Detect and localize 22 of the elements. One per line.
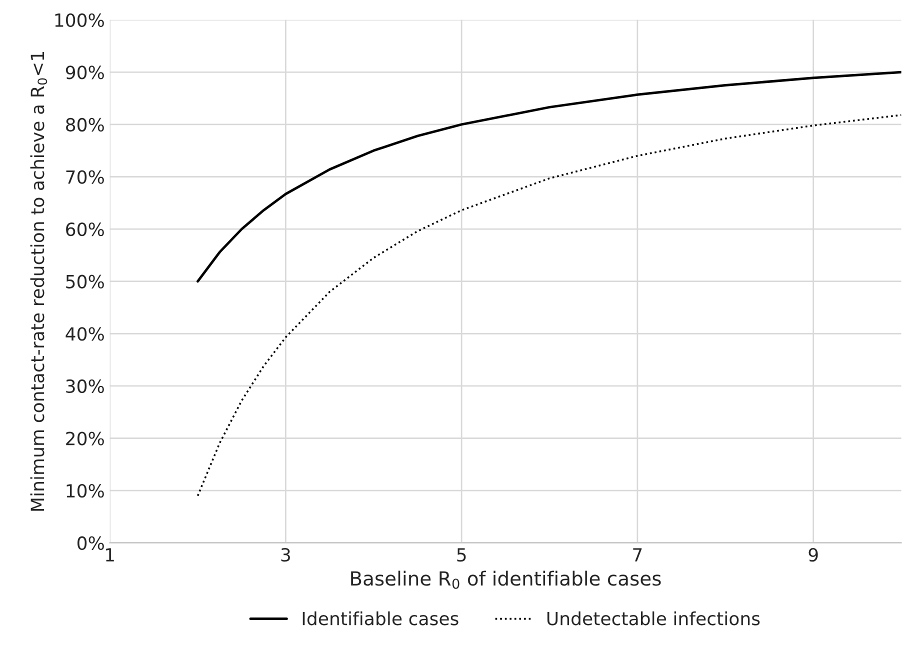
y-tick-label: 0% bbox=[77, 536, 104, 550]
y-tick-label: 30% bbox=[66, 379, 104, 394]
x-tick-label: 1 bbox=[106, 548, 114, 562]
y-axis-title: Minimum contact-rate reduction to achieve a R$_{0}$<1 bbox=[30, 52, 48, 511]
y-tick-label: 70% bbox=[66, 170, 104, 184]
y-tick-label: 100% bbox=[55, 13, 104, 27]
x-tick-label: 3 bbox=[281, 548, 290, 562]
y-tick-label: 40% bbox=[66, 327, 104, 341]
line-series bbox=[196, 114, 902, 497]
y-tick-label: 50% bbox=[66, 274, 104, 288]
legend-label: Undetectable infections bbox=[547, 611, 760, 626]
y-tick-label: 60% bbox=[66, 222, 104, 236]
y-tick-label: 10% bbox=[66, 484, 104, 498]
x-axis-title: Baseline R$_{0}$ of identifiable cases bbox=[351, 570, 661, 589]
legend-label: Identifiable cases bbox=[302, 611, 458, 626]
y-tick-label: 90% bbox=[66, 66, 104, 80]
y-tick-label: 80% bbox=[66, 118, 104, 132]
x-tick-label: 5 bbox=[457, 548, 466, 562]
x-tick-label: 7 bbox=[633, 548, 642, 562]
line-series bbox=[196, 70, 902, 283]
y-tick-label: 20% bbox=[66, 432, 104, 446]
x-tick-label: 9 bbox=[808, 548, 818, 562]
